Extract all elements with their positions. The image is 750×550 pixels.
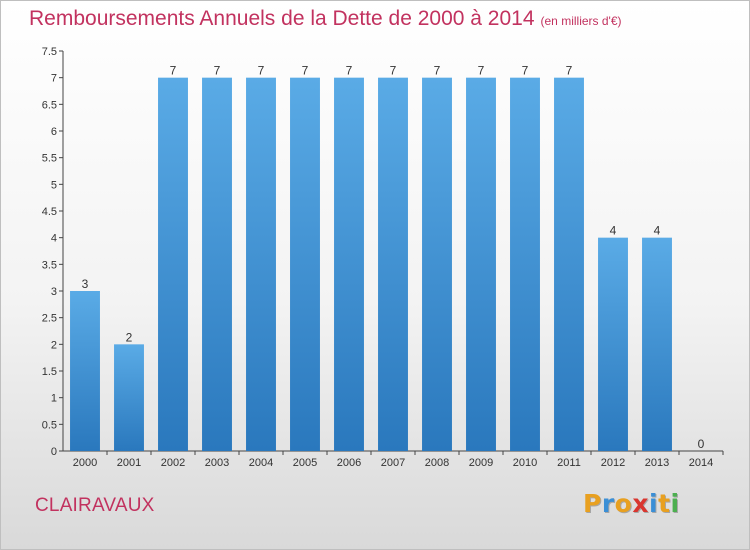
data-label: 0 [698,437,705,451]
bar [466,77,496,452]
bar [290,77,320,452]
x-tick-label: 2005 [293,457,317,469]
y-tick-label: 4.5 [42,206,57,218]
place-name: CLAIRAVAUX [35,495,155,516]
y-tick-label: 5.5 [42,153,57,165]
bar [422,77,452,452]
y-tick-label: 7 [51,73,57,85]
x-tick-label: 2008 [425,457,449,469]
y-tick-label: 5 [51,179,57,191]
data-label: 7 [258,64,265,78]
x-tick-label: 2000 [73,457,97,469]
chart-bars [70,77,672,452]
y-tick-label: 4 [51,233,57,245]
y-tick-label: 2 [51,339,57,351]
x-tick-label: 2006 [337,457,361,469]
proxiti-logo: Proxiti [583,489,680,518]
x-tick-label: 2014 [689,457,713,469]
data-label: 2 [126,330,133,344]
y-tick-label: 1 [51,393,57,405]
data-label: 7 [214,64,221,78]
data-label: 7 [170,64,177,78]
bar [158,77,188,452]
y-tick-label: 2.5 [42,313,57,325]
y-tick-label: 3 [51,286,57,298]
chart-title: Remboursements Annuels de la Dette de 20… [29,7,622,31]
x-tick-label: 2012 [601,457,625,469]
y-tick-label: 0.5 [42,419,57,431]
y-tick-label: 6.5 [42,99,57,111]
x-tick-label: 2004 [249,457,273,469]
chart-data-labels: 3 2 7 7 7 7 7 7 7 7 7 7 4 4 0 [82,64,705,451]
y-tick-label: 1.5 [42,366,57,378]
x-tick-label: 2010 [513,457,537,469]
data-label: 7 [390,64,397,78]
logo-letter: i [670,489,680,518]
bar [554,77,584,452]
logo-letter: t [658,489,671,518]
x-tick-label: 2001 [117,457,141,469]
logo-letter: o [614,489,633,518]
data-label: 3 [82,277,89,291]
chart-subtitle: (en milliers d'€) [540,14,622,28]
logo-letter: P [583,489,602,518]
y-tick-label: 7.5 [42,46,57,58]
bar [510,77,540,452]
data-label: 4 [654,224,661,238]
bar [334,77,364,452]
x-tick-label: 2011 [557,457,581,469]
data-label: 7 [522,64,529,78]
bar [70,291,100,451]
x-tick-label: 2002 [161,457,185,469]
x-tick-label: 2003 [205,457,229,469]
data-label: 7 [346,64,353,78]
bar [598,237,628,451]
y-tick-label: 6 [51,126,57,138]
data-label: 7 [478,64,485,78]
bar [378,77,408,452]
bar [202,77,232,452]
bar [246,77,276,452]
logo-letter: i [649,489,659,518]
data-label: 4 [610,224,617,238]
x-tick-label: 2013 [645,457,669,469]
data-label: 7 [566,64,573,78]
logo-letter: r [601,489,615,518]
data-label: 7 [302,64,309,78]
chart-title-text: Remboursements Annuels de la Dette de 20… [29,7,535,30]
x-tick-label: 2009 [469,457,493,469]
y-tick-label: 0 [51,446,57,458]
data-label: 7 [434,64,441,78]
x-tick-label: 2007 [381,457,405,469]
logo-letter: x [632,489,649,518]
bar [114,344,144,451]
bar [642,237,672,451]
y-tick-label: 3.5 [42,259,57,271]
